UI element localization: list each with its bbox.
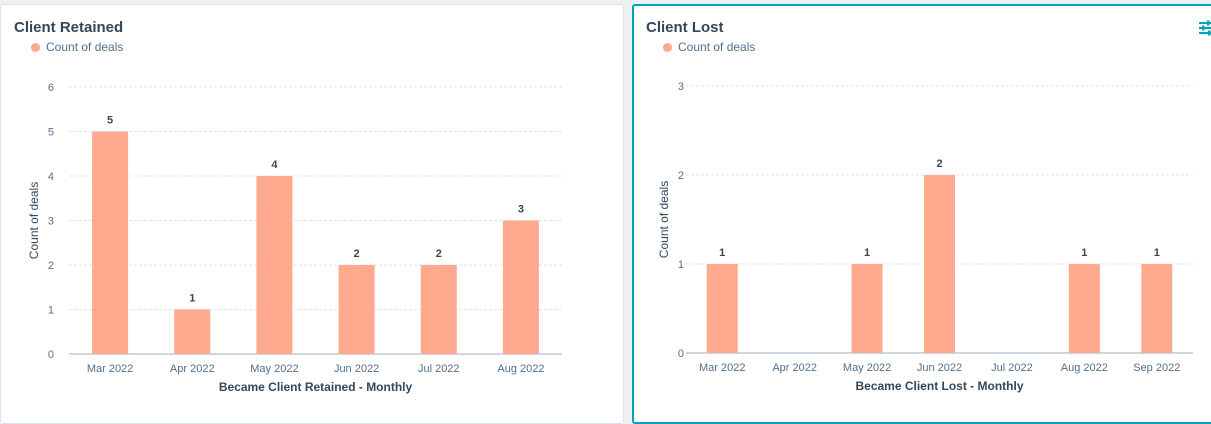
bar [420, 265, 457, 354]
client-lost-card: Client Lost Count of deals 0 1 2 3 1 Mar 2022… [632, 4, 1211, 424]
x-tick-label: May 2022 [250, 363, 298, 375]
chart-legend[interactable]: Count of deals [663, 40, 755, 54]
data-label: 1 [1081, 247, 1087, 259]
x-tick-label: Jul 2022 [418, 363, 460, 375]
legend-label: Count of deals [46, 40, 124, 54]
data-label: 1 [719, 247, 725, 259]
y-tick-label: 2 [48, 260, 54, 272]
x-tick-label: Aug 2022 [497, 363, 544, 375]
x-tick-label: Aug 2022 [1061, 362, 1108, 374]
bar [1068, 264, 1100, 353]
x-axis-title: Became Client Retained - Monthly [219, 380, 413, 394]
y-tick-label: 6 [48, 82, 54, 94]
data-label: 5 [107, 115, 113, 127]
x-tick-label: Jun 2022 [334, 363, 379, 375]
bar [924, 175, 955, 353]
data-label: 2 [936, 158, 942, 170]
x-tick-label: Jun 2022 [917, 362, 962, 374]
bar [256, 176, 293, 354]
y-tick-label: 4 [48, 171, 54, 183]
legend-label: Count of deals [678, 40, 756, 54]
bar [502, 220, 539, 354]
y-tick-label: 3 [678, 81, 684, 93]
bar [851, 264, 883, 353]
bar [338, 265, 375, 354]
x-tick-label: Mar 2022 [699, 362, 745, 374]
bar [1141, 264, 1173, 353]
y-tick-label: 5 [48, 127, 54, 139]
x-tick-label: Apr 2022 [170, 363, 215, 375]
y-axis-title: Count of deals [657, 181, 671, 258]
data-label: 2 [436, 248, 442, 260]
x-tick-label: Sep 2022 [1133, 362, 1180, 374]
y-tick-label: 0 [48, 349, 54, 361]
client-retained-card: Client Retained Count of deals 0 1 2 3 4 5 6 5 M… [0, 4, 624, 424]
data-label: 2 [354, 248, 360, 260]
chart-title: Client Lost [646, 19, 724, 36]
y-axis-title: Count of deals [27, 182, 41, 259]
chart-legend[interactable]: Count of deals [31, 40, 123, 54]
y-tick-label: 1 [48, 305, 54, 317]
x-tick-label: Mar 2022 [87, 363, 133, 375]
chart-title: Client Retained [14, 19, 124, 36]
data-label: 4 [271, 159, 278, 171]
legend-swatch [31, 42, 40, 52]
data-label: 1 [1154, 247, 1160, 259]
data-label: 1 [189, 293, 195, 305]
client-lost-bar-chart: 0 1 2 3 1 Mar 2022 Apr 2022 1 May 2022 2 Jun 2022 J… [657, 81, 1193, 393]
y-tick-label: 2 [678, 170, 684, 182]
bar [92, 131, 129, 354]
y-tick-label: 1 [678, 259, 684, 271]
y-tick-label: 0 [678, 348, 684, 360]
data-label: 1 [864, 247, 870, 259]
bar [174, 309, 211, 354]
x-tick-label: Apr 2022 [772, 362, 817, 374]
legend-swatch [663, 42, 672, 52]
x-tick-label: Jul 2022 [991, 362, 1033, 374]
data-label: 3 [518, 204, 524, 216]
x-tick-label: May 2022 [843, 362, 891, 374]
bar [706, 264, 738, 353]
x-axis-title: Became Client Lost - Monthly [855, 379, 1023, 393]
client-retained-bar-chart: 0 1 2 3 4 5 6 5 Mar 2022 1 Apr 2022 4 May 2022 2 Jun 2… [27, 82, 562, 394]
y-tick-label: 3 [48, 216, 54, 228]
